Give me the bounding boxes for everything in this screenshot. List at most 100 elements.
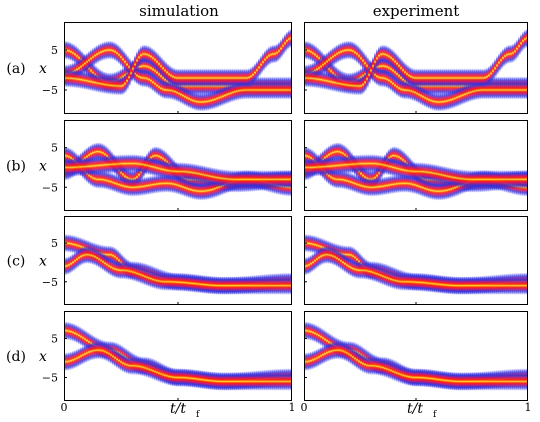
density-cell (506, 80, 509, 100)
density-cell (516, 80, 519, 100)
density-cell (428, 369, 431, 388)
row-label: (c) (7, 254, 26, 270)
density-cell (488, 372, 491, 391)
density-cell (242, 68, 245, 88)
density-cell (80, 327, 83, 346)
density-cell (214, 168, 217, 187)
density-cell (366, 69, 369, 89)
density-cell (436, 275, 439, 294)
density-cell (66, 321, 69, 340)
density-cell (160, 56, 163, 76)
density-cell (390, 48, 393, 67)
density-cell (166, 161, 169, 180)
density-cell (116, 260, 119, 279)
density-cell (380, 45, 383, 64)
density-cell (216, 372, 219, 391)
density-cell (262, 80, 265, 100)
density-cell (444, 181, 447, 200)
density-cell (442, 166, 445, 185)
density-cell (456, 68, 459, 88)
density-cell (108, 172, 111, 191)
density-cell (348, 257, 351, 276)
density-cell (348, 345, 351, 364)
density-cell (316, 325, 319, 344)
density-cell (254, 63, 257, 82)
density-cell (110, 155, 113, 174)
density-cell (114, 247, 117, 266)
density-cell (328, 342, 331, 361)
density-cell (72, 323, 75, 342)
density-cell (80, 70, 83, 89)
density-cell (392, 61, 395, 80)
density-cell (336, 341, 339, 360)
density-cell (230, 68, 233, 88)
density-cell (396, 77, 399, 96)
density-cell (282, 170, 285, 189)
density-cell (232, 372, 235, 391)
density-cell (502, 80, 505, 100)
density-cell (82, 345, 85, 364)
density-cell (180, 368, 183, 387)
density-cell (150, 157, 153, 176)
density-cell (206, 371, 209, 390)
density-cell (474, 372, 477, 391)
x-axis-label-right: t/t f (407, 401, 437, 420)
density-cell (126, 71, 129, 91)
density-cell (138, 357, 141, 376)
density-cell (442, 371, 445, 390)
density-cell (438, 370, 441, 389)
density-cell (308, 322, 311, 341)
density-cell (64, 257, 67, 276)
density-cell (210, 371, 213, 390)
density-cell (92, 143, 95, 162)
density-cell (518, 170, 521, 189)
density-cell (378, 177, 381, 196)
density-cell (156, 174, 159, 194)
density-cell (118, 175, 121, 194)
density-cell (344, 342, 347, 361)
density-cell (154, 74, 157, 94)
density-cell (440, 275, 443, 294)
density-cell (190, 180, 193, 199)
density-cell (186, 88, 189, 107)
density-cell (266, 80, 269, 100)
density-cell (66, 234, 69, 253)
density-cell (338, 74, 341, 93)
density-cell (356, 175, 359, 194)
density-cell (126, 261, 129, 280)
density-cell (152, 361, 155, 380)
density-cell (450, 167, 453, 187)
density-cell (244, 372, 247, 391)
density-band-2 (64, 40, 292, 112)
density-cell (168, 367, 171, 386)
density-cell (280, 372, 283, 391)
density-cell (102, 170, 105, 189)
density-cell (160, 174, 163, 193)
density-cell (456, 372, 459, 391)
density-cell (412, 273, 415, 291)
density-cell (68, 147, 71, 166)
density-cell (82, 246, 85, 265)
row-label: (d) (6, 349, 26, 365)
density-cell (378, 154, 381, 174)
density-cell (200, 165, 203, 184)
density-cell (446, 181, 449, 200)
density-cell (420, 273, 423, 292)
y-axis-label: x (39, 61, 47, 77)
density-cell (470, 170, 473, 189)
density-cell (442, 68, 445, 88)
density-cell (440, 165, 443, 184)
density-cell (162, 174, 165, 193)
density-cell (248, 170, 251, 189)
density-cell (78, 326, 81, 345)
density-cell (492, 372, 495, 391)
density-cell (410, 67, 413, 86)
density-cell (236, 372, 239, 391)
density-cell (98, 156, 101, 175)
density-cell (258, 58, 261, 77)
density-cell (172, 174, 175, 194)
density-cell (408, 81, 411, 100)
density-cell (348, 76, 351, 95)
density-cell (426, 369, 429, 388)
density-cell (194, 274, 197, 293)
